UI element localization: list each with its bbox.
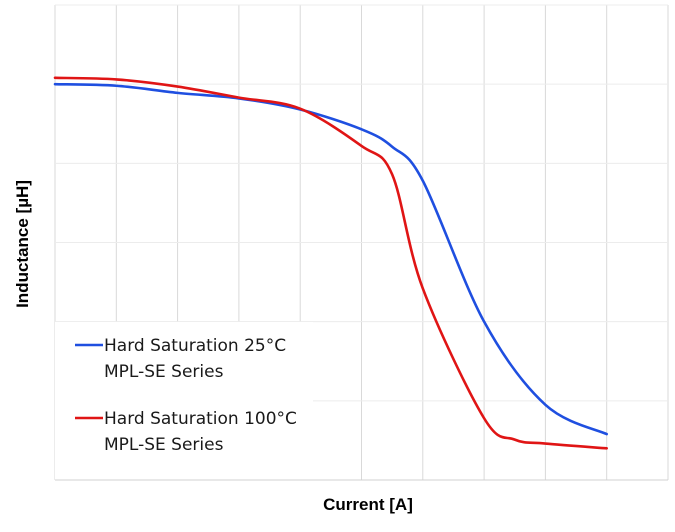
x-axis-title: Current [A] — [323, 495, 413, 514]
legend-label-100c-line1: Hard Saturation 100°C — [104, 409, 297, 429]
series-line-25c — [53, 82, 608, 436]
legend-label-25c-line1: Hard Saturation 25°C — [104, 336, 286, 356]
legend-label-25c-line2: MPL-SE Series — [104, 362, 224, 382]
legend: Hard Saturation 25°C MPL-SE Series Hard … — [75, 336, 297, 455]
series-lines — [53, 76, 608, 450]
legend-box — [55, 322, 313, 480]
legend-label-100c-line2: MPL-SE Series — [104, 435, 224, 455]
series-line-100c — [53, 76, 608, 450]
y-axis-title: Inductance [µH] — [13, 180, 32, 308]
